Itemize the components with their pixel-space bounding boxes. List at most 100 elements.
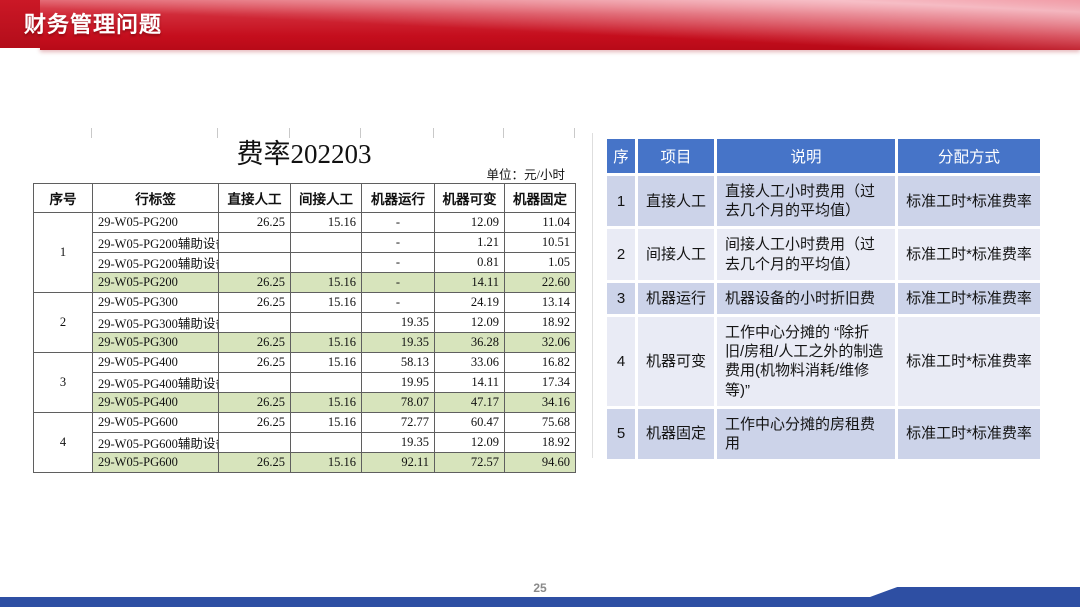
gridline-stub bbox=[360, 128, 361, 138]
value-cell: 19.35 bbox=[361, 312, 435, 333]
slide-header: 财务管理问题 bbox=[0, 0, 1080, 56]
seq-cell: 2 bbox=[607, 229, 635, 280]
table-row: 29-W05-PG300 26.25 15.16 19.35 36.28 32.06 bbox=[34, 332, 576, 353]
value-cell: 11.04 bbox=[504, 212, 576, 233]
cost-items-table-header: 序项目 说明 分配方式 bbox=[607, 139, 1040, 173]
table-row: 4 机器可变 工作中心分摊的 “除折旧/房租/人工之外的制造费用(机物料消耗/维修等… bbox=[607, 316, 1040, 406]
row-label-cell: 29-W05-PG200辅助设备1 bbox=[92, 232, 219, 253]
value-cell: 72.57 bbox=[434, 452, 505, 473]
value-cell: 15.16 bbox=[290, 272, 362, 293]
footer-bar bbox=[0, 597, 1080, 607]
value-cell: 13.14 bbox=[504, 292, 576, 313]
value-cell: 94.60 bbox=[504, 452, 576, 473]
value-cell: - bbox=[361, 232, 435, 253]
row-label-cell: 29-W05-PG300 bbox=[92, 332, 219, 353]
row-label-cell: 29-W05-PG300辅助设备 bbox=[92, 312, 219, 333]
allocation-method-cell: 标准工时*标准费率 bbox=[898, 316, 1040, 406]
value-cell: 15.16 bbox=[290, 412, 362, 433]
row-label-cell: 29-W05-PG300 bbox=[92, 292, 219, 313]
gridline-stub bbox=[433, 128, 434, 138]
value-cell: 47.17 bbox=[434, 392, 505, 413]
excel-gridline-stubs bbox=[33, 128, 575, 138]
value-cell bbox=[290, 232, 362, 253]
rate-column-header: 行标签 bbox=[92, 183, 219, 213]
value-cell bbox=[290, 252, 362, 273]
table-row: 3 29-W05-PG400 26.25 15.16 58.13 33.06 16.82 bbox=[33, 352, 576, 413]
rate-table-panel: 费率202203 单位：元/小时 序号 行标签 直接人工 间接人工 机器运行 机器可变 机器… bbox=[33, 128, 576, 473]
value-cell: 0.81 bbox=[434, 252, 505, 273]
allocation-method-cell: 标准工时*标准费率 bbox=[898, 176, 1040, 227]
value-cell: 15.16 bbox=[290, 452, 362, 473]
value-cell: 10.51 bbox=[504, 232, 576, 253]
row-label-cell: 29-W05-PG400 bbox=[92, 392, 219, 413]
cost-column-header: 序 bbox=[607, 139, 635, 173]
table-row: 29-W05-PG600辅助设备 19.35 12.09 18.92 bbox=[34, 432, 576, 453]
value-cell: 75.68 bbox=[504, 412, 576, 433]
value-cell: 36.28 bbox=[434, 332, 505, 353]
description-cell: 直接人工小时费用（过去几个月的平均值） bbox=[717, 176, 895, 227]
rate-table-header: 序号 行标签 直接人工 间接人工 机器运行 机器可变 机器固定 bbox=[33, 183, 576, 213]
value-cell: 58.13 bbox=[361, 352, 435, 373]
group-seq-cell: 1 bbox=[33, 212, 93, 293]
value-cell bbox=[218, 312, 291, 333]
rate-table-unit-label: 单位：元/小时 bbox=[486, 168, 565, 182]
value-cell: 19.35 bbox=[361, 432, 435, 453]
value-cell: - bbox=[361, 272, 435, 293]
value-cell: 18.92 bbox=[504, 432, 576, 453]
value-cell bbox=[218, 372, 291, 393]
gridline-stub bbox=[91, 128, 92, 138]
header-accent-square bbox=[0, 0, 40, 48]
value-cell: 15.16 bbox=[290, 212, 362, 233]
rate-table-title: 费率202203 bbox=[236, 139, 372, 169]
row-label-cell: 29-W05-PG200辅助设备2 bbox=[92, 252, 219, 273]
description-cell: 间接人工小时费用（过去几个月的平均值） bbox=[717, 229, 895, 280]
row-label-cell: 29-W05-PG200 bbox=[92, 272, 219, 293]
value-cell: 26.25 bbox=[218, 332, 291, 353]
value-cell: 16.82 bbox=[504, 352, 576, 373]
table-row: 29-W05-PG200辅助设备2 -0.811.05 bbox=[34, 252, 576, 273]
seq-cell: 4 bbox=[607, 316, 635, 406]
gridline-stub bbox=[217, 128, 218, 138]
value-cell: 15.16 bbox=[290, 392, 362, 413]
value-cell: 12.09 bbox=[434, 212, 505, 233]
value-cell: 26.25 bbox=[218, 272, 291, 293]
row-label-cell: 29-W05-PG600辅助设备 bbox=[92, 432, 219, 453]
table-row: 5 机器固定 工作中心分摊的房租费用 标准工时*标准费率 bbox=[607, 408, 1040, 460]
rate-column-header: 机器可变 bbox=[434, 183, 505, 213]
rate-table-header-row: 序号 行标签 直接人工 间接人工 机器运行 机器可变 机器固定 bbox=[33, 183, 576, 213]
rate-table-body: 1 29-W05-PG200 26.25 15.16-12.09 11.04 29-W05… bbox=[33, 212, 576, 473]
page-title: 财务管理问题 bbox=[24, 12, 163, 37]
cost-items-table: 序项目 说明 分配方式 1 直接人工 直接人工小时费用（过去几个月的平均值） 标准工时*标… bbox=[604, 136, 1043, 462]
header-red-bar bbox=[40, 0, 1080, 50]
value-cell: - bbox=[361, 212, 435, 233]
allocation-method-cell: 标准工时*标准费率 bbox=[898, 408, 1040, 460]
row-label-cell: 29-W05-PG200 bbox=[92, 212, 219, 233]
footer-accent-trapezoid bbox=[870, 587, 1080, 597]
value-cell: - bbox=[361, 292, 435, 313]
seq-cell: 5 bbox=[607, 408, 635, 460]
rate-table: 序号 行标签 直接人工 间接人工 机器运行 机器可变 机器固定 1 29-W05-PG200 2… bbox=[33, 183, 576, 473]
value-cell bbox=[218, 232, 291, 253]
table-row: 29-W05-PG200 26.25 15.16-14.11 22.60 bbox=[34, 272, 576, 293]
gridline-stub bbox=[289, 128, 290, 138]
excel-screenshot-edge-line bbox=[592, 133, 593, 458]
item-cell: 直接人工 bbox=[638, 176, 714, 227]
table-row: 3 机器运行 机器设备的小时折旧费 标准工时*标准费率 bbox=[607, 282, 1040, 314]
value-cell: 26.25 bbox=[218, 292, 291, 313]
rate-column-header: 机器固定 bbox=[504, 183, 576, 213]
table-row: 1 29-W05-PG200 26.25 15.16-12.09 11.04 bbox=[33, 212, 576, 293]
value-cell: 15.16 bbox=[290, 352, 362, 373]
value-cell: 14.11 bbox=[434, 372, 505, 393]
value-cell: 34.16 bbox=[504, 392, 576, 413]
row-label-cell: 29-W05-PG600 bbox=[92, 412, 219, 433]
seq-cell: 3 bbox=[607, 282, 635, 314]
value-cell bbox=[290, 312, 362, 333]
value-cell: 24.19 bbox=[434, 292, 505, 313]
description-cell: 机器设备的小时折旧费 bbox=[717, 282, 895, 314]
allocation-method-cell: 标准工时*标准费率 bbox=[898, 229, 1040, 280]
value-cell: 1.05 bbox=[504, 252, 576, 273]
value-cell: 19.95 bbox=[361, 372, 435, 393]
table-row: 2 间接人工 间接人工小时费用（过去几个月的平均值） 标准工时*标准费率 bbox=[607, 229, 1040, 280]
